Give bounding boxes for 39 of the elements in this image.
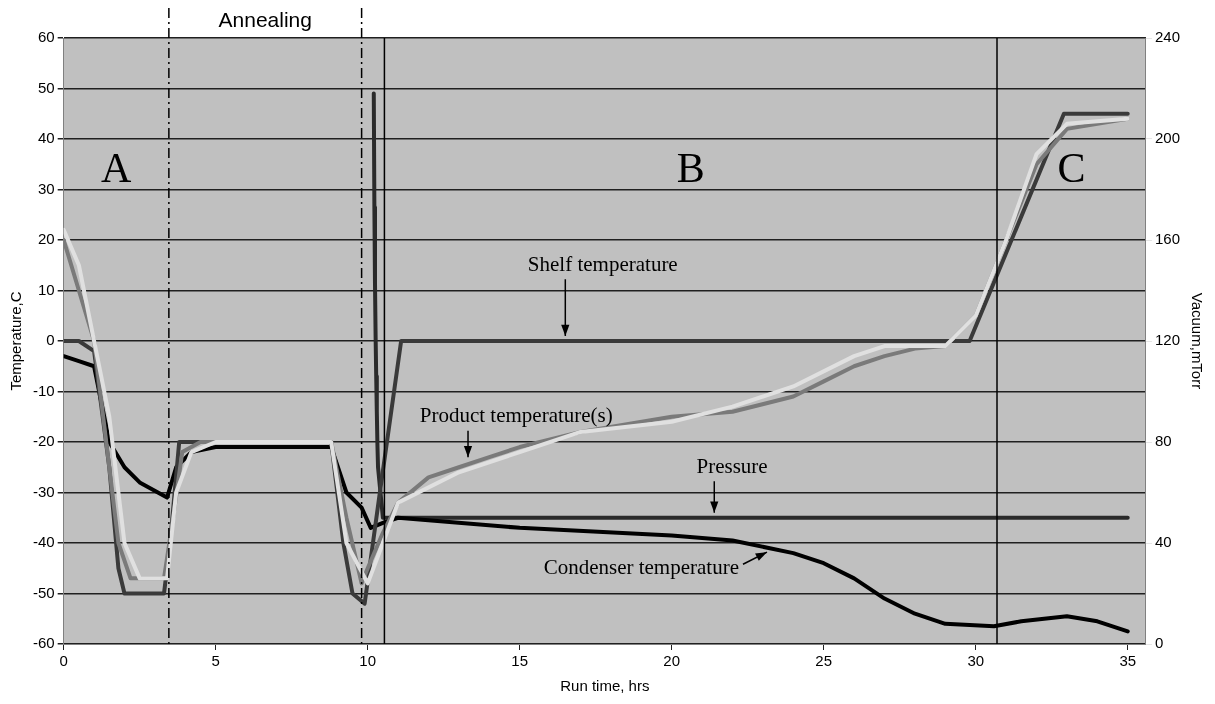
y-tick-label: -60 [32,634,55,652]
y-tick-label: -30 [32,482,55,500]
x-tick-label: 15 [511,652,529,670]
x-tick-label: 30 [967,652,985,670]
y2-tick-label: 240 [1154,28,1180,46]
y-axis-title: Temperature,C [7,291,25,391]
y-tick-label: -40 [32,533,55,551]
y-tick-label: -10 [32,381,55,399]
y-tick-label: 10 [37,280,55,298]
y2-axis-title: Vacuum,mTorr [1188,292,1206,390]
y-tick-label: 0 [46,331,55,349]
x-tick-label: 0 [59,652,68,670]
x-tick-label: 10 [359,652,377,670]
x-tick-label: 35 [1119,652,1137,670]
x-tick-label: 20 [663,652,681,670]
annotation: B [676,145,705,192]
y2-tick-label: 200 [1154,129,1180,147]
y-tick-label: 20 [37,230,55,248]
y2-tick-label: 40 [1154,533,1172,551]
annotation: Product temperature(s) [419,403,613,428]
y2-tick-label: 80 [1154,432,1172,450]
y-tick-label: -50 [32,583,55,601]
x-axis-title: Run time, hrs [560,677,650,695]
annotation: Pressure [696,453,768,478]
y-tick-label: 30 [37,179,55,197]
y2-tick-label: 0 [1154,634,1164,652]
annotation: A [101,145,133,192]
y-tick-label: -20 [32,432,55,450]
annotation: Condenser temperature [543,554,739,579]
x-tick-label: 5 [211,652,220,670]
y2-tick-label: 160 [1154,230,1180,248]
y-tick-label: 40 [37,129,55,147]
x-tick-label: 25 [815,652,833,670]
y-tick-label: 50 [37,78,55,96]
annotation: C [1057,145,1086,192]
annotation: Shelf temperature [527,251,678,276]
y2-tick-label: 120 [1154,331,1180,349]
text: Annealing [218,8,312,32]
y-tick-label: 60 [37,28,55,46]
